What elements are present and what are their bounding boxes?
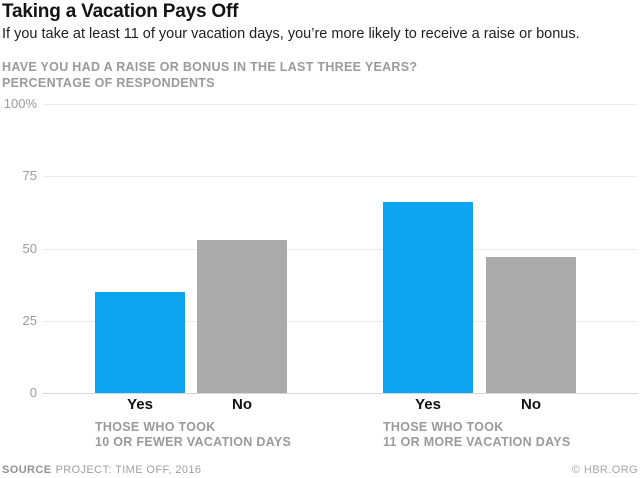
- bar-group1-no: [197, 240, 287, 393]
- gridline-100: [43, 104, 638, 105]
- chart-question: HAVE YOU HAD A RAISE OR BONUS IN THE LAS…: [2, 60, 417, 91]
- source-label: SOURCE: [2, 464, 52, 476]
- page-subtitle: If you take at least 11 of your vacation…: [2, 26, 580, 42]
- group-caption: THOSE WHO TOOK 11 OR MORE VACATION DAYS: [383, 420, 571, 449]
- bar-category-label: Yes: [127, 396, 153, 413]
- y-tick-label: 0: [29, 385, 37, 400]
- bar-group2-yes: [383, 202, 473, 393]
- group-caption-line: THOSE WHO TOOK: [383, 420, 504, 434]
- group-caption-line: THOSE WHO TOOK: [95, 420, 216, 434]
- y-tick-label: 25: [22, 313, 37, 328]
- bar-group2-no: [486, 257, 576, 393]
- bar-category-label: Yes: [415, 396, 441, 413]
- source-text: PROJECT: TIME OFF, 2016: [55, 464, 202, 476]
- bar-group1-yes: [95, 292, 185, 393]
- copyright: © HBR.ORG: [571, 464, 638, 476]
- gridline-75: [43, 176, 638, 177]
- bar-category-label: No: [521, 396, 541, 413]
- x-axis-baseline: [43, 393, 638, 394]
- page-title: Taking a Vacation Pays Off: [2, 1, 239, 22]
- y-tick-label: 75: [22, 168, 37, 183]
- chart-question-line2: PERCENTAGE OF RESPONDENTS: [2, 75, 215, 90]
- gridline-25: [43, 321, 638, 322]
- y-tick-label: 50: [22, 241, 37, 256]
- source-note: SOURCE PROJECT: TIME OFF, 2016: [2, 464, 201, 476]
- gridline-50: [43, 249, 638, 250]
- y-tick-label: 100%: [3, 96, 37, 111]
- group-caption-line: 11 OR MORE VACATION DAYS: [383, 434, 571, 449]
- group-caption-line: 10 OR FEWER VACATION DAYS: [95, 434, 292, 449]
- chart-question-line1: HAVE YOU HAD A RAISE OR BONUS IN THE LAS…: [2, 60, 418, 74]
- bar-category-label: No: [232, 396, 252, 413]
- group-caption: THOSE WHO TOOK 10 OR FEWER VACATION DAYS: [95, 420, 291, 449]
